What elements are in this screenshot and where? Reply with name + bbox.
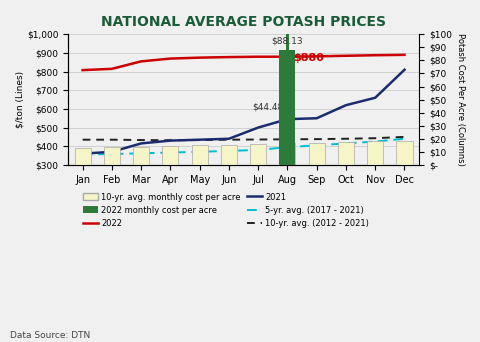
Bar [367,141,383,165]
Bar [221,145,237,165]
Bar [309,143,325,165]
Bar [162,146,179,165]
Text: $44.48: $44.48 [252,103,283,111]
Bar [279,50,296,165]
Bar [74,148,91,165]
Text: Data Source: DTN: Data Source: DTN [10,331,90,340]
Legend: 10-yr. avg. monthly cost per acre, 2022 monthly cost per acre, 2022, 2021, 5-yr.: 10-yr. avg. monthly cost per acre, 2022 … [83,193,369,228]
Bar [250,144,266,165]
Title: NATIONAL AVERAGE POTASH PRICES: NATIONAL AVERAGE POTASH PRICES [101,15,386,29]
Bar [396,141,412,165]
Bar [133,147,149,165]
Y-axis label: $/ton (Lines): $/ton (Lines) [15,71,24,128]
Bar [279,143,296,165]
Y-axis label: Potash Cost Per Acre (Columns): Potash Cost Per Acre (Columns) [456,33,465,166]
Bar [104,147,120,165]
Text: $880: $880 [293,53,324,63]
Text: $88.13: $88.13 [272,36,303,45]
Bar [338,142,354,165]
Bar [192,145,208,165]
